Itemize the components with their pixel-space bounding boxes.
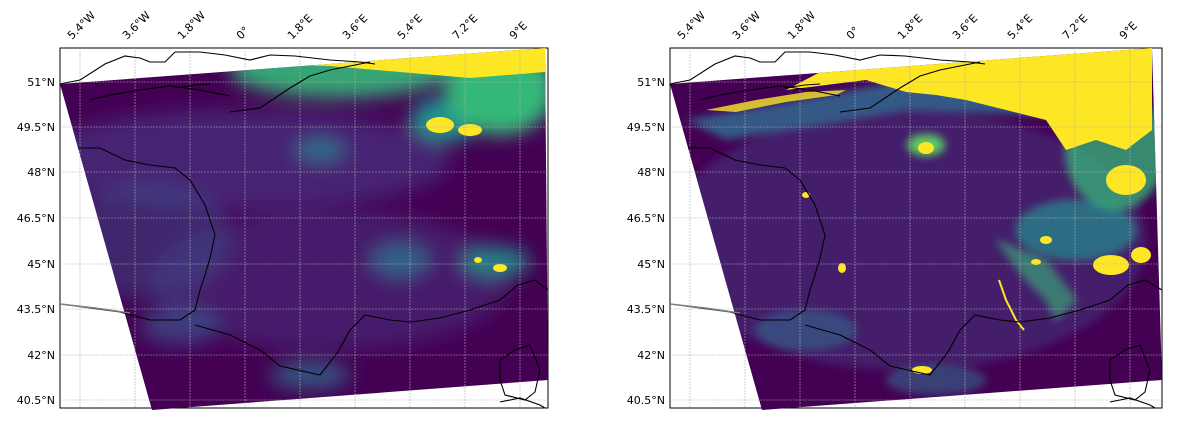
lat-label: 43.5°N bbox=[17, 303, 55, 316]
lat-label: 48°N bbox=[27, 166, 55, 179]
lon-label: 0° bbox=[844, 24, 862, 42]
latitude-labels: 51°N 49.5°N 48°N 46.5°N 45°N 43.5°N 42°N… bbox=[17, 76, 55, 407]
lon-label: 3.6°W bbox=[120, 9, 153, 42]
gridlines bbox=[670, 48, 1162, 408]
lon-label: 0° bbox=[234, 24, 252, 42]
lat-label: 51°N bbox=[27, 76, 55, 89]
border-line bbox=[669, 303, 741, 314]
lon-label: 1.8°E bbox=[285, 12, 315, 42]
map-svg-right: 51°N 49.5°N 48°N 46.5°N 45°N 43.5°N 42°N… bbox=[627, 9, 1163, 410]
lon-label: 1.8°E bbox=[895, 12, 925, 42]
longitude-labels: 5.4°W 3.6°W 1.8°W 0° 1.8°E 3.6°E 5.4°E 7… bbox=[65, 9, 530, 42]
lat-label: 42°N bbox=[27, 349, 55, 362]
lat-label: 45°N bbox=[27, 258, 55, 271]
lon-label: 1.8°W bbox=[175, 9, 208, 42]
lat-label: 49.5°N bbox=[17, 121, 55, 134]
lon-label: 7.2°E bbox=[1060, 12, 1090, 42]
map-panel-left: 51°N 49.5°N 48°N 46.5°N 45°N 43.5°N 42°N… bbox=[0, 0, 580, 423]
gridlines bbox=[60, 48, 548, 408]
lat-label: 46.5°N bbox=[627, 212, 665, 225]
lat-label: 45°N bbox=[637, 258, 665, 271]
lat-label: 49.5°N bbox=[627, 121, 665, 134]
lon-label: 1.8°W bbox=[785, 9, 818, 42]
lat-label: 51°N bbox=[637, 76, 665, 89]
lat-label: 40.5°N bbox=[627, 394, 665, 407]
lon-label: 5.4°W bbox=[65, 9, 98, 42]
coastlines bbox=[669, 51, 1163, 409]
lon-label: 3.6°E bbox=[950, 12, 980, 42]
data-swath bbox=[670, 48, 1162, 410]
lon-label: 9°E bbox=[507, 19, 530, 42]
lon-label: 9°E bbox=[1117, 19, 1140, 42]
lon-label: 3.6°W bbox=[730, 9, 763, 42]
latitude-labels: 51°N 49.5°N 48°N 46.5°N 45°N 43.5°N 42°N… bbox=[627, 76, 665, 407]
longitude-labels: 5.4°W 3.6°W 1.8°W 0° 1.8°E 3.6°E 5.4°E 7… bbox=[675, 9, 1140, 42]
lon-label: 3.6°E bbox=[340, 12, 370, 42]
coastlines bbox=[59, 51, 549, 409]
lat-label: 43.5°N bbox=[627, 303, 665, 316]
map-svg-left: 51°N 49.5°N 48°N 46.5°N 45°N 43.5°N 42°N… bbox=[17, 9, 549, 410]
lon-label: 5.4°E bbox=[395, 12, 425, 42]
lat-label: 42°N bbox=[637, 349, 665, 362]
map-panel-right: 51°N 49.5°N 48°N 46.5°N 45°N 43.5°N 42°N… bbox=[606, 0, 1186, 423]
border-line bbox=[59, 303, 131, 314]
lon-label: 5.4°W bbox=[675, 9, 708, 42]
lon-label: 7.2°E bbox=[450, 12, 480, 42]
lon-label: 5.4°E bbox=[1005, 12, 1035, 42]
lat-label: 48°N bbox=[637, 166, 665, 179]
lat-label: 40.5°N bbox=[17, 394, 55, 407]
lat-label: 46.5°N bbox=[17, 212, 55, 225]
